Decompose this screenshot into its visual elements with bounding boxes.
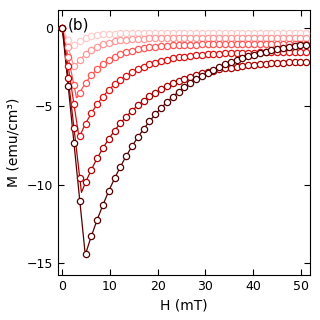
Text: (b): (b) (68, 18, 89, 33)
Y-axis label: M (emu/cm³): M (emu/cm³) (7, 98, 21, 187)
X-axis label: H (mT): H (mT) (160, 299, 208, 313)
